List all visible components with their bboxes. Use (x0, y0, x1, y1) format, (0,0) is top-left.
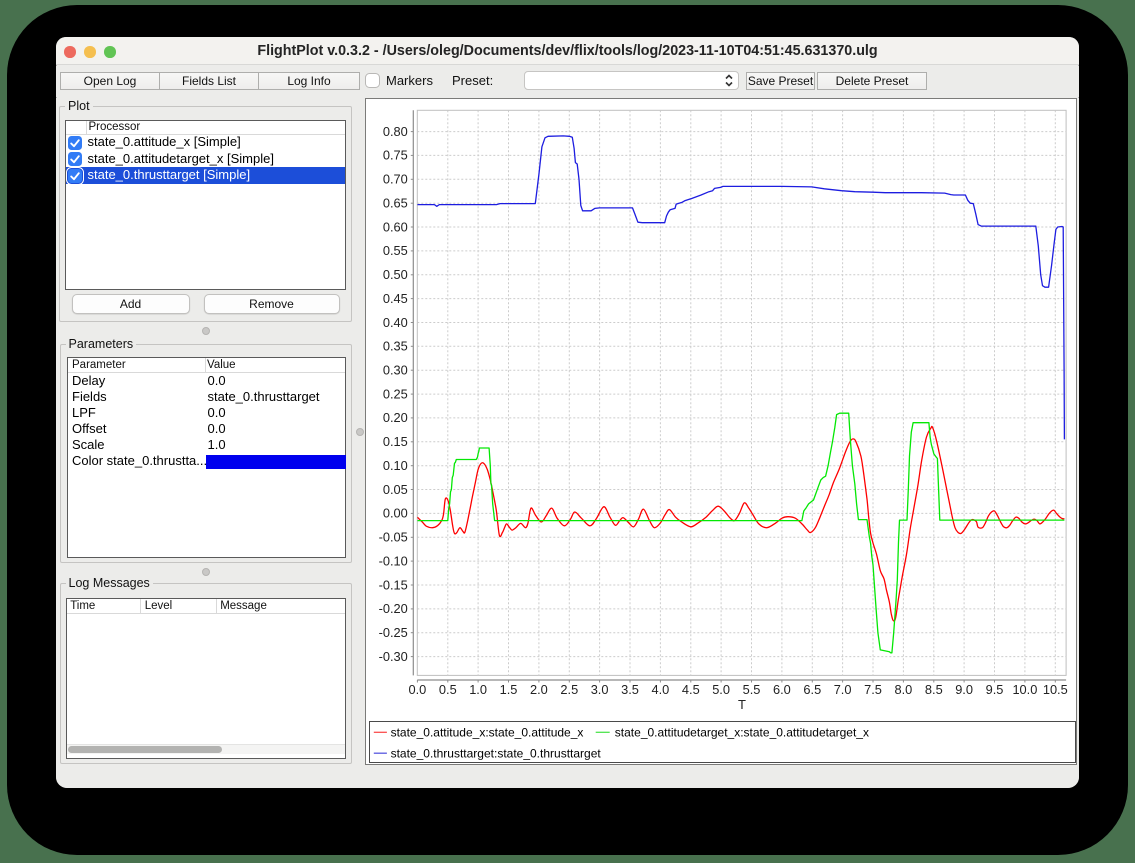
svg-text:10.5: 10.5 (1043, 682, 1068, 697)
svg-text:5.0: 5.0 (712, 682, 730, 697)
svg-text:1.0: 1.0 (469, 682, 487, 697)
svg-text:2.0: 2.0 (530, 682, 548, 697)
svg-text:0.70: 0.70 (383, 172, 408, 187)
svg-text:0.55: 0.55 (383, 243, 408, 258)
svg-text:-0.10: -0.10 (379, 553, 408, 568)
svg-text:0.60: 0.60 (383, 219, 408, 234)
svg-text:0.45: 0.45 (383, 291, 408, 306)
svg-text:3.5: 3.5 (621, 682, 639, 697)
svg-text:0.5: 0.5 (439, 682, 457, 697)
svg-text:state_0.attitudetarget_x:state: state_0.attitudetarget_x:state_0.attitud… (615, 726, 869, 740)
svg-text:9.5: 9.5 (986, 682, 1004, 697)
svg-text:0.05: 0.05 (383, 482, 408, 497)
svg-text:0.0: 0.0 (409, 682, 427, 697)
svg-text:1.5: 1.5 (500, 682, 518, 697)
svg-text:0.30: 0.30 (383, 363, 408, 378)
svg-text:0.65: 0.65 (383, 196, 408, 211)
svg-text:-0.25: -0.25 (379, 625, 408, 640)
svg-text:3.0: 3.0 (591, 682, 609, 697)
svg-text:-0.20: -0.20 (379, 601, 408, 616)
svg-text:10.0: 10.0 (1012, 682, 1037, 697)
svg-text:0.15: 0.15 (383, 434, 408, 449)
svg-text:4.0: 4.0 (652, 682, 670, 697)
svg-text:0.20: 0.20 (383, 410, 408, 425)
svg-text:2.5: 2.5 (560, 682, 578, 697)
svg-text:-0.15: -0.15 (379, 577, 408, 592)
svg-text:7.5: 7.5 (864, 682, 882, 697)
svg-text:0.10: 0.10 (383, 458, 408, 473)
svg-text:state_0.thrusttarget:state_0.t: state_0.thrusttarget:state_0.thrusttarge… (391, 747, 602, 761)
svg-text:0.40: 0.40 (383, 315, 408, 330)
svg-text:8.0: 8.0 (895, 682, 913, 697)
svg-text:4.5: 4.5 (682, 682, 700, 697)
svg-text:0.25: 0.25 (383, 386, 408, 401)
svg-text:0.50: 0.50 (383, 267, 408, 282)
svg-text:0.75: 0.75 (383, 148, 408, 163)
svg-text:0.00: 0.00 (383, 506, 408, 521)
svg-text:8.5: 8.5 (925, 682, 943, 697)
svg-text:0.80: 0.80 (383, 124, 408, 139)
svg-text:6.5: 6.5 (803, 682, 821, 697)
svg-text:9.0: 9.0 (955, 682, 973, 697)
svg-text:T: T (738, 697, 746, 712)
svg-text:0.35: 0.35 (383, 339, 408, 354)
svg-text:-0.05: -0.05 (379, 530, 408, 545)
svg-text:6.0: 6.0 (773, 682, 791, 697)
svg-text:7.0: 7.0 (834, 682, 852, 697)
svg-text:state_0.attitude_x:state_0.att: state_0.attitude_x:state_0.attitude_x (391, 726, 584, 740)
svg-text:-0.30: -0.30 (379, 649, 408, 664)
svg-text:5.5: 5.5 (743, 682, 761, 697)
